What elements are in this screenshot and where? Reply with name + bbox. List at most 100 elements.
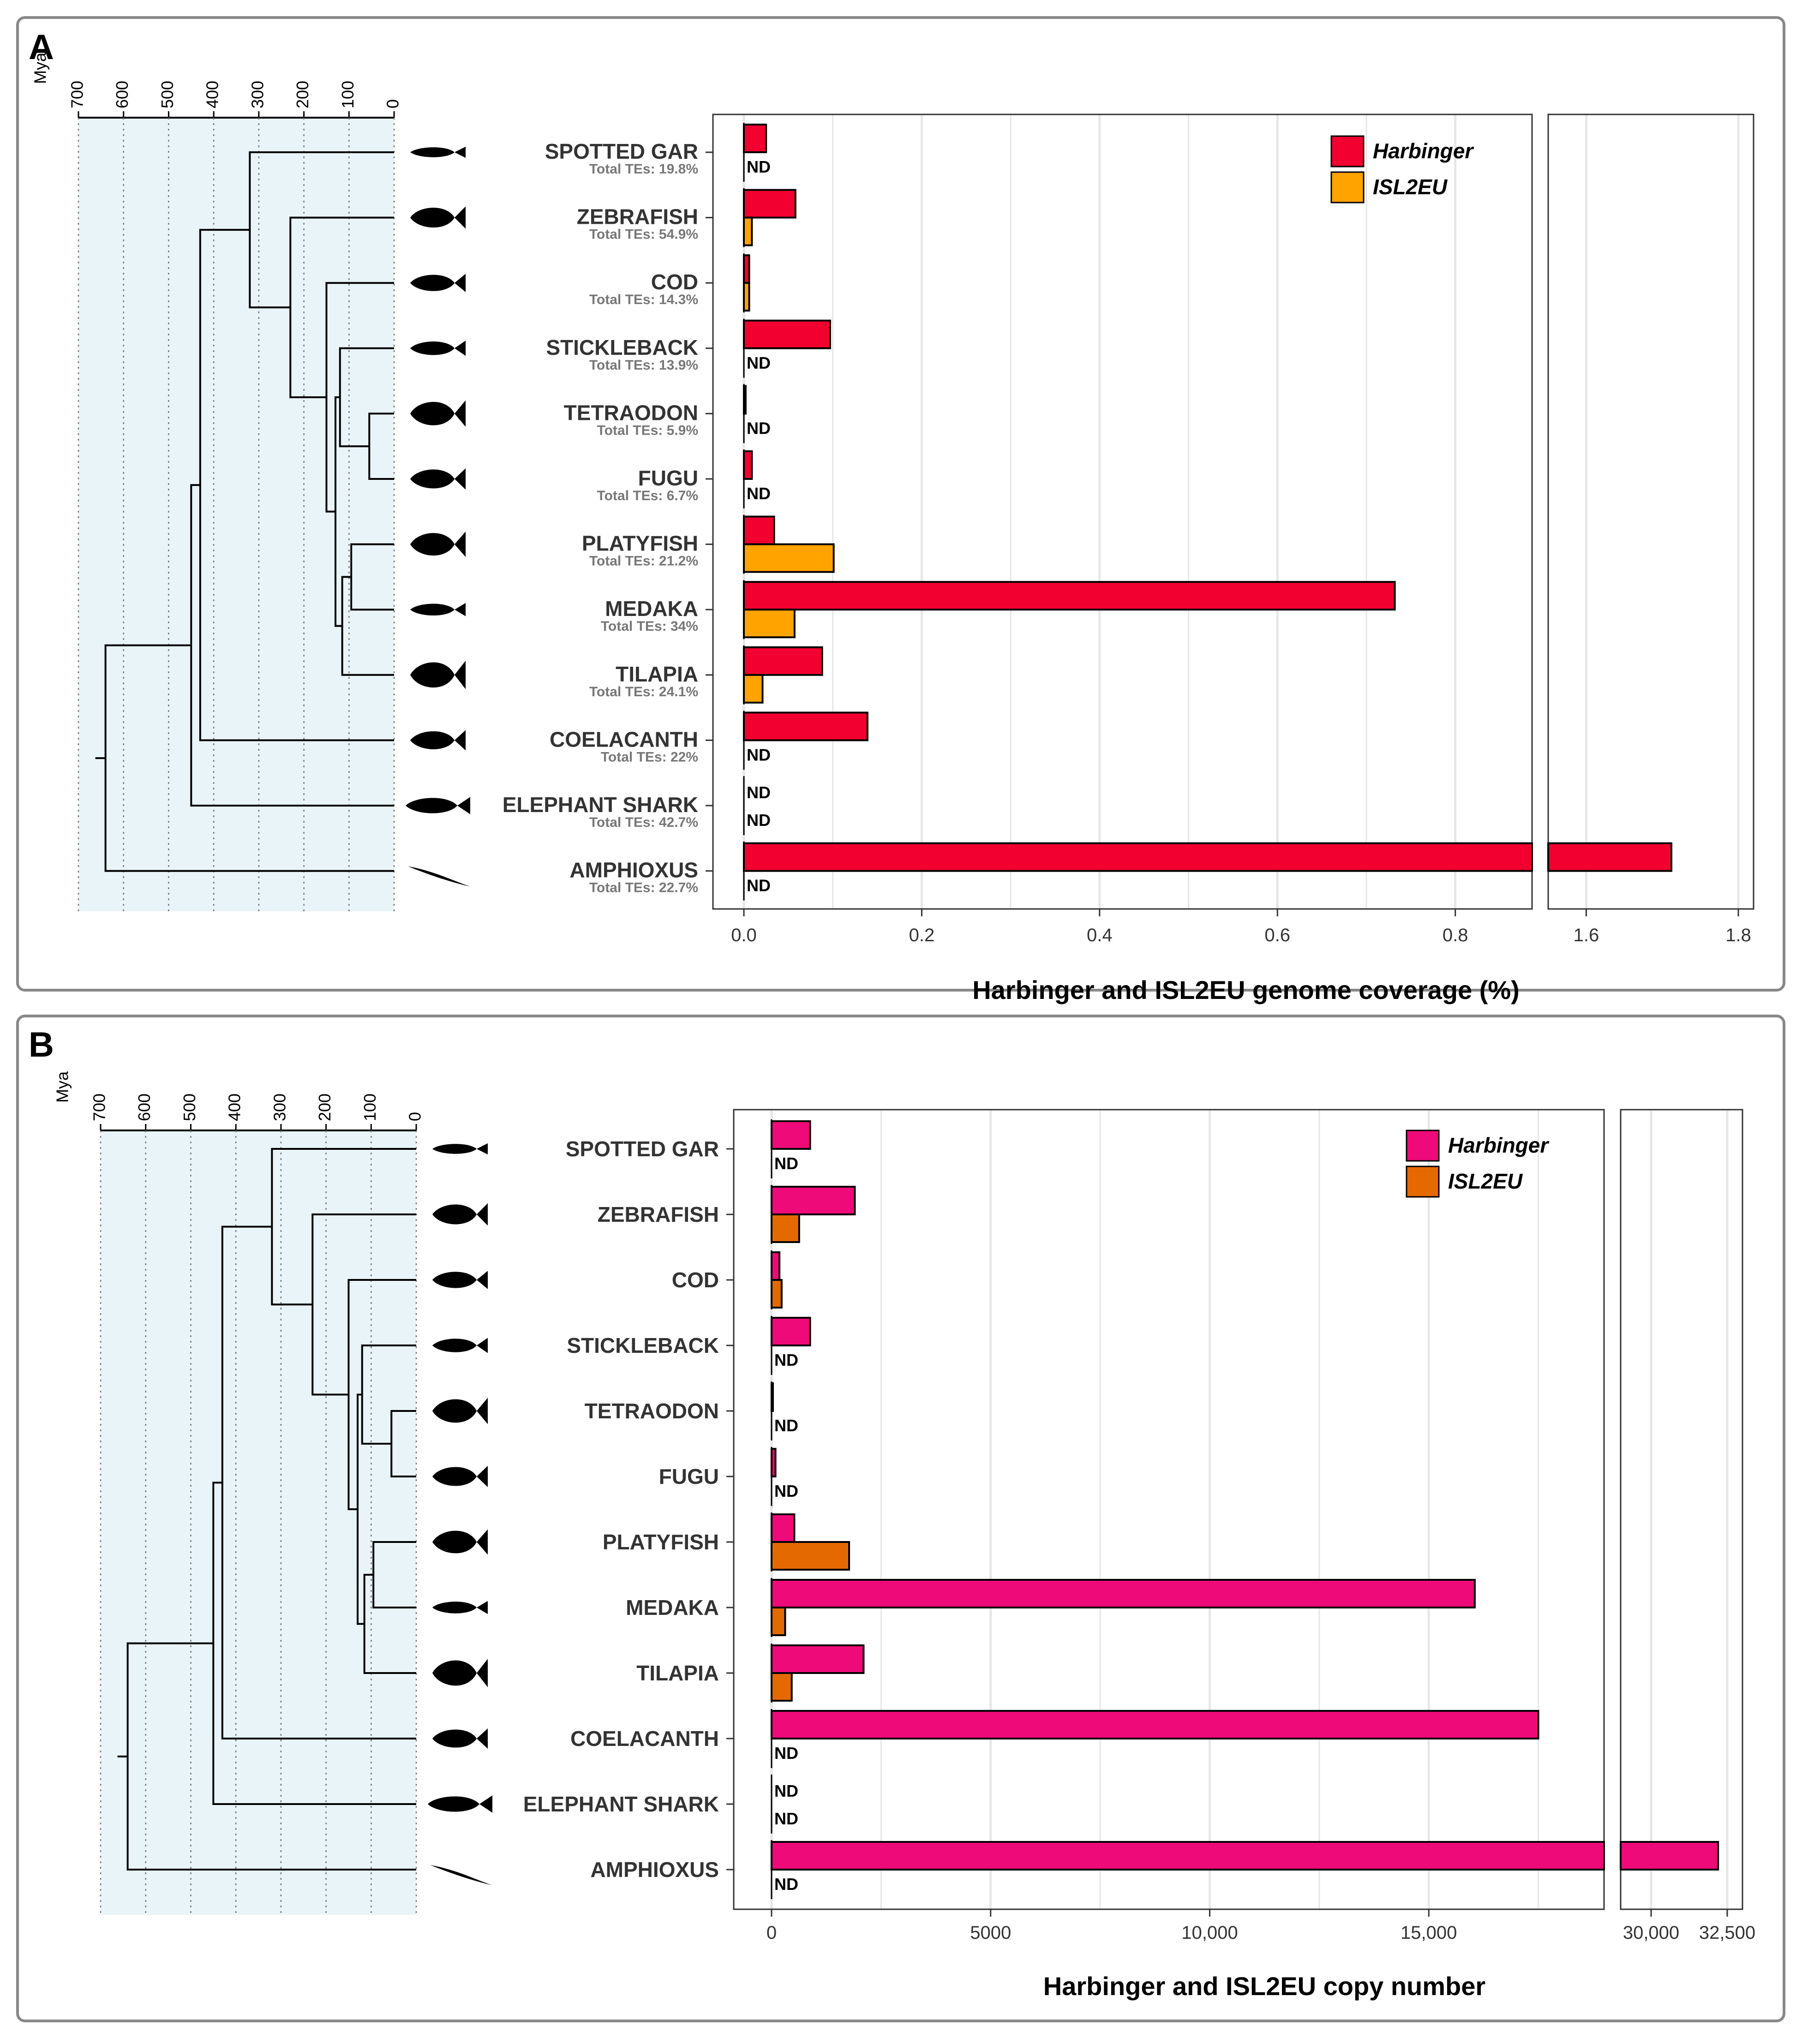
category-label: FUGU — [638, 466, 698, 490]
nd-label: ND — [774, 1154, 798, 1173]
x-tick-label: 15,000 — [1401, 1923, 1457, 1943]
legend-swatch-isl2eu — [1406, 1165, 1440, 1198]
harbinger-bar — [743, 711, 868, 741]
harbinger-bar — [743, 646, 823, 676]
amphioxus-silhouette — [430, 1865, 492, 1885]
panel-b: B 700 600 500 400 300 200 100 0 Mya SPOTTED GAR ZEB… — [16, 1015, 1785, 2022]
nd-label: ND — [774, 1416, 798, 1435]
x-tick-label: 5000 — [970, 1923, 1011, 1943]
harbinger-bar — [771, 1841, 1605, 1871]
nd-label: ND — [774, 1482, 798, 1500]
tree-tick-label: 400 — [225, 1094, 244, 1121]
zebrafish-silhouette — [410, 206, 466, 229]
tree-tick-label: 500 — [180, 1094, 199, 1121]
isl2eu-bar — [743, 609, 796, 639]
tree-tick-label: 400 — [203, 81, 222, 108]
nd-label: ND — [774, 1809, 798, 1828]
category-label: STICKLEBACK — [567, 1333, 719, 1357]
x-axis-title: Harbinger and ISL2EU copy number — [1043, 1972, 1485, 2001]
total-tes-label: Total TEs: 5.9% — [597, 423, 699, 438]
x-tick-label: 1.8 — [1725, 925, 1751, 945]
isl2eu-bar — [743, 543, 835, 573]
total-tes-label: Total TEs: 6.7% — [597, 488, 699, 503]
category-label: ELEPHANT SHARK — [503, 793, 698, 817]
isl2eu-bar — [743, 216, 753, 246]
total-tes-label: Total TEs: 34% — [601, 619, 698, 634]
harbinger-bar — [771, 1186, 856, 1215]
harbinger-bar — [743, 385, 747, 415]
tree-branch — [341, 576, 394, 676]
x-tick-label: 30,000 — [1623, 1923, 1679, 1943]
harbinger-bar — [771, 1710, 1539, 1739]
isl2eu-bar — [771, 1607, 786, 1636]
x-tick-label: 0.0 — [731, 925, 757, 945]
zebrafish-silhouette — [432, 1203, 488, 1226]
cod-silhouette — [432, 1271, 488, 1289]
tree-tick-label: 700 — [90, 1094, 109, 1121]
category-label: ZEBRAFISH — [598, 1202, 719, 1226]
category-label: ELEPHANT SHARK — [523, 1792, 719, 1816]
legend-label-isl2eu: ISL2EU — [1373, 175, 1448, 199]
category-label: COD — [651, 270, 698, 294]
nd-label: ND — [747, 745, 771, 764]
tree-tick-label: 200 — [315, 1094, 334, 1121]
tree-tick-label: 300 — [248, 81, 267, 108]
tree-tick-label: 600 — [135, 1094, 154, 1121]
harbinger-bar — [743, 842, 1533, 872]
x-tick-label: 1.6 — [1574, 925, 1599, 945]
total-tes-label: Total TEs: 24.1% — [589, 684, 698, 699]
total-tes-label: Total TEs: 19.8% — [589, 161, 698, 177]
category-label: TETRAODON — [585, 1399, 719, 1423]
platyfish-silhouette — [410, 532, 466, 557]
fugu-silhouette — [432, 1465, 488, 1488]
tree-background — [78, 118, 394, 911]
harbinger-bar — [743, 189, 796, 219]
category-label: FUGU — [659, 1464, 719, 1488]
harbinger-bar — [743, 124, 767, 153]
platyfish-silhouette — [432, 1529, 488, 1555]
x-tick-label: 10,000 — [1181, 1923, 1238, 1943]
legend-swatch-harbinger — [1406, 1130, 1440, 1162]
nd-label: ND — [747, 876, 771, 895]
plot-panel-main — [712, 114, 1533, 910]
category-label: TILAPIA — [636, 1661, 719, 1685]
tree-tick-label: 0 — [383, 99, 402, 108]
total-tes-label: Total TEs: 54.9% — [589, 227, 698, 242]
tree-branch — [363, 1574, 416, 1674]
tree-branch — [325, 282, 394, 513]
tree-branch — [339, 347, 394, 448]
mya-label: Mya — [31, 52, 50, 84]
harbinger-bar — [771, 1382, 774, 1412]
gar-silhouette — [410, 146, 466, 158]
panel-frame — [16, 1015, 1785, 2022]
fugu-silhouette — [410, 468, 466, 490]
category-label: PLATYFISH — [582, 532, 698, 556]
elephant-shark-silhouette — [428, 1795, 492, 1813]
total-tes-label: Total TEs: 42.7% — [589, 815, 698, 830]
legend-swatch-harbinger — [1330, 135, 1365, 167]
nd-label: ND — [774, 1875, 798, 1894]
isl2eu-bar — [771, 1672, 793, 1702]
medaka-silhouette — [410, 603, 466, 616]
tree-branch — [190, 484, 394, 807]
category-label: MEDAKA — [626, 1596, 719, 1620]
tree-tick-label: 600 — [113, 81, 132, 108]
x-tick-label: 32,500 — [1699, 1923, 1755, 1943]
coelacanth-silhouette — [410, 730, 466, 751]
category-label: TETRAODON — [564, 400, 698, 424]
nd-label: ND — [747, 811, 771, 830]
harbinger-bar — [743, 581, 1396, 611]
isl2eu-bar — [743, 282, 750, 312]
plot-panel-main — [733, 1109, 1605, 1910]
x-tick-label: 0.8 — [1443, 925, 1468, 945]
harbinger-bar — [771, 1251, 781, 1281]
x-tick-label: 0.2 — [909, 925, 935, 945]
harbinger-bar — [743, 319, 831, 349]
total-tes-label: Total TEs: 13.9% — [589, 358, 698, 373]
tree-branch — [126, 1642, 416, 1871]
harbinger-bar — [771, 1448, 777, 1477]
panel-frame — [16, 16, 1785, 992]
tree-tick-label: 200 — [293, 81, 312, 108]
category-label: TILAPIA — [616, 662, 698, 686]
